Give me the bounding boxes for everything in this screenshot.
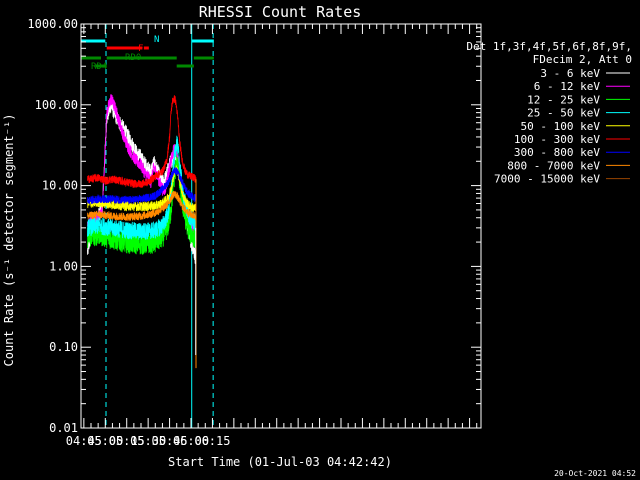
plot-frame — [80, 23, 482, 429]
bar-label-rd4: RD4 — [91, 62, 107, 72]
x-tick-label: 05:15 — [109, 434, 145, 448]
series-line-6 — [87, 167, 197, 205]
series-line-1 — [87, 94, 197, 234]
series-line-4 — [87, 164, 197, 213]
legend-entry-label: 12 - 25 keV — [527, 93, 600, 106]
x-axis-title: Start Time (01-Jul-03 04:42:42) — [168, 455, 392, 469]
legend-header-line2: FDecim 2, Att 0 — [533, 53, 632, 66]
y-tick-label: 10.00 — [42, 179, 78, 193]
legend-entry-label: 50 - 100 keV — [521, 120, 601, 133]
legend-entry-label: 800 - 7000 keV — [507, 159, 600, 172]
x-tick-label: 04:45 — [66, 434, 102, 448]
legend-entry-label: 6 - 12 keV — [534, 80, 601, 93]
bar-label-f: F — [138, 44, 143, 54]
legend-entry-label: 300 - 800 keV — [514, 146, 600, 159]
timestamp: 20-Oct-2021 04:52 — [554, 469, 636, 478]
legend-entry-label: 7000 - 15000 keV — [494, 173, 600, 186]
y-axis-title: Count Rate (s⁻¹ detector segment⁻¹) — [2, 114, 16, 367]
x-tick-label: 05:00 — [87, 434, 123, 448]
series-line-5 — [87, 95, 197, 188]
series-line-7 — [87, 190, 197, 221]
x-tick-label: 06:00 — [173, 434, 209, 448]
bar-label-n: N — [154, 35, 159, 45]
y-tick-label: 0.10 — [49, 340, 78, 354]
legend-header-line1: Det 1f,3f,4f,5f,6f,8f,9f, — [466, 40, 632, 53]
y-tick-label: 1000.00 — [27, 17, 78, 31]
series-line-3 — [87, 135, 197, 240]
legend-entry-label: 100 - 300 keV — [514, 133, 600, 146]
legend-entry-label: 25 - 50 keV — [527, 107, 600, 120]
y-tick-label: 0.01 — [49, 421, 78, 435]
bar-label-rd0: RD0 — [125, 53, 141, 63]
x-tick-label: 06:15 — [194, 434, 230, 448]
x-tick-label: 05:45 — [152, 434, 188, 448]
x-tick-label: 05:30 — [130, 434, 166, 448]
y-tick-label: 1.00 — [49, 259, 78, 273]
legend-entry-label: 3 - 6 keV — [540, 67, 600, 80]
chart-title: RHESSI Count Rates — [199, 3, 362, 21]
y-tick-label: 100.00 — [35, 98, 78, 112]
